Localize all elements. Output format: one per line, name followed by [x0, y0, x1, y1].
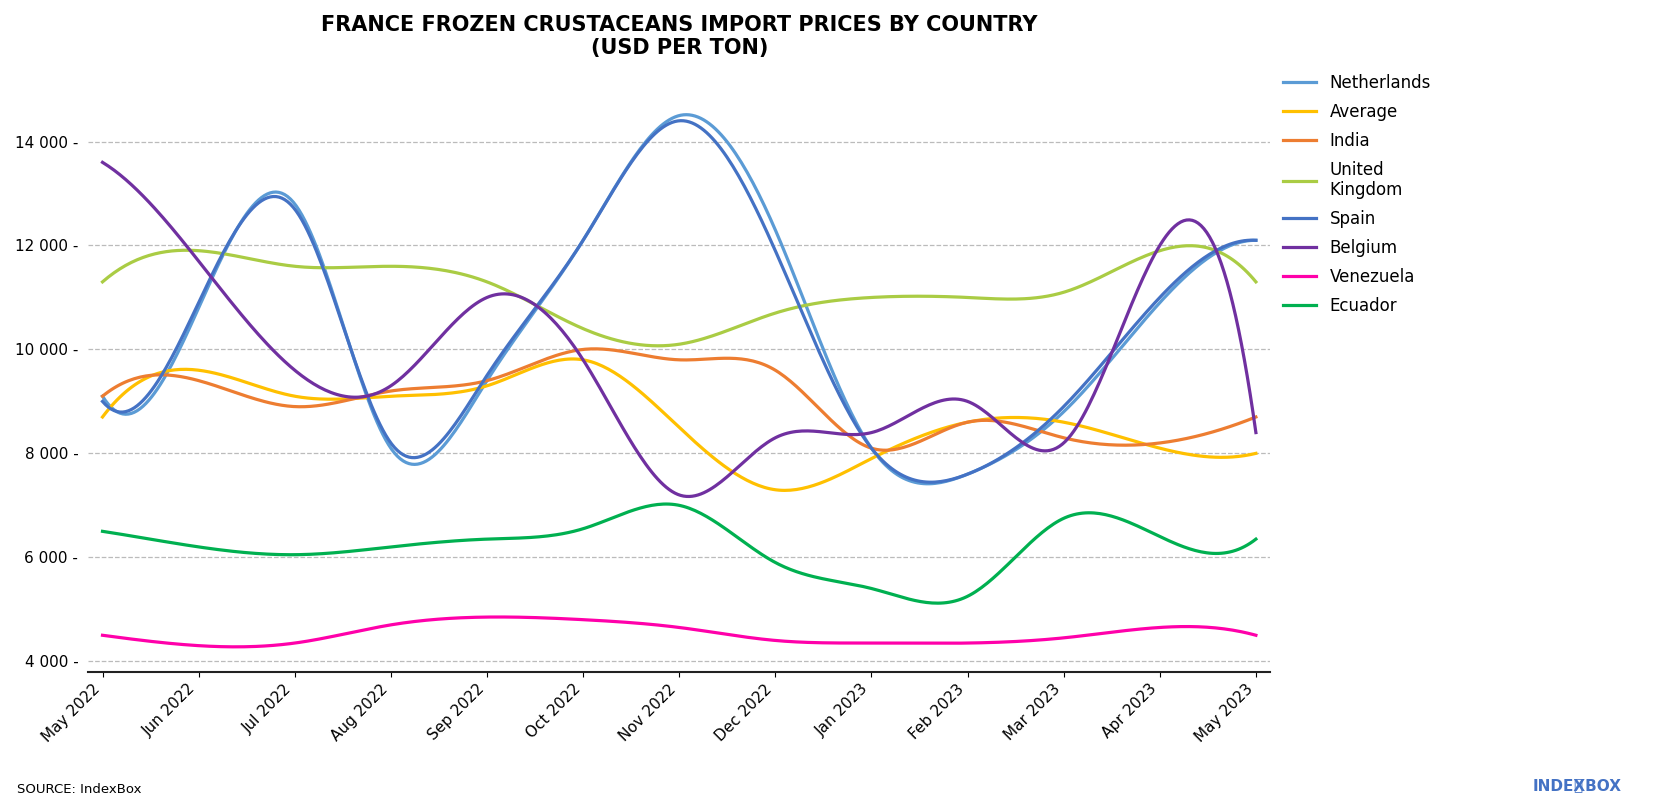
Netherlands — [822, 363, 842, 373]
Netherlands — [92, 391, 113, 401]
Venezuela — [554, 614, 575, 623]
Belgium — [92, 158, 113, 167]
Line: Netherlands: Netherlands — [102, 114, 1257, 484]
Belgium — [679, 492, 699, 502]
Belgium — [232, 310, 252, 319]
Ecuador — [936, 598, 956, 607]
Venezuela — [931, 638, 951, 648]
Average — [1247, 449, 1267, 458]
Average — [92, 412, 113, 422]
United Kingdom — [92, 277, 113, 286]
Line: Spain: Spain — [102, 121, 1257, 482]
Text: INDEXBOX: INDEXBOX — [1532, 778, 1621, 794]
Line: Ecuador: Ecuador — [102, 504, 1257, 603]
Belgium — [1247, 428, 1267, 438]
Venezuela — [92, 630, 113, 640]
Ecuador — [657, 499, 677, 509]
United Kingdom — [934, 292, 954, 302]
Belgium — [822, 428, 842, 438]
India — [469, 378, 489, 387]
Netherlands — [931, 478, 951, 487]
United Kingdom — [927, 292, 948, 302]
United Kingdom — [232, 252, 252, 262]
Spain — [469, 384, 489, 394]
Line: United Kingdom: United Kingdom — [102, 246, 1257, 346]
Line: Average: Average — [102, 359, 1257, 490]
Average — [774, 486, 795, 495]
Spain — [549, 271, 570, 281]
Legend: Netherlands, Average, India, United
Kingdom, Spain, Belgium, Venezuela, Ecuador: Netherlands, Average, India, United King… — [1277, 67, 1438, 322]
Text: SOURCE: IndexBox: SOURCE: IndexBox — [17, 783, 141, 796]
Average — [936, 422, 956, 432]
Average — [549, 355, 570, 365]
United Kingdom — [469, 274, 489, 283]
India — [1247, 412, 1267, 422]
Venezuela — [1247, 630, 1267, 640]
Venezuela — [936, 638, 956, 648]
Belgium — [549, 322, 570, 332]
India — [936, 425, 956, 434]
India — [232, 390, 252, 399]
Line: Belgium: Belgium — [102, 162, 1257, 497]
Spain — [922, 478, 942, 487]
Ecuador — [549, 530, 570, 539]
Netherlands — [549, 272, 570, 282]
Venezuela — [470, 612, 491, 622]
Venezuela — [823, 638, 843, 648]
United Kingdom — [822, 296, 842, 306]
India — [549, 350, 570, 359]
Spain — [670, 116, 690, 126]
Average — [931, 424, 951, 434]
United Kingdom — [549, 313, 570, 322]
Spain — [1247, 235, 1267, 245]
Line: Venezuela: Venezuela — [102, 617, 1257, 647]
Average — [469, 383, 489, 393]
Average — [232, 376, 252, 386]
Text: 🛒: 🛒 — [1574, 778, 1583, 794]
Ecuador — [232, 547, 252, 557]
Ecuador — [927, 598, 948, 608]
India — [585, 344, 605, 354]
Belgium — [927, 397, 948, 406]
United Kingdom — [1179, 241, 1200, 250]
Venezuela — [489, 612, 509, 622]
Netherlands — [919, 479, 939, 489]
Spain — [936, 476, 956, 486]
Average — [823, 473, 843, 482]
India — [931, 427, 951, 437]
Line: India: India — [102, 349, 1257, 450]
Ecuador — [469, 534, 489, 544]
Ecuador — [1247, 534, 1267, 544]
Ecuador — [931, 598, 951, 608]
India — [822, 415, 842, 425]
Venezuela — [225, 642, 245, 652]
Belgium — [934, 395, 954, 405]
Netherlands — [677, 110, 697, 119]
Netherlands — [1247, 235, 1267, 245]
Average — [563, 354, 583, 364]
Ecuador — [92, 526, 113, 536]
United Kingdom — [1247, 277, 1267, 286]
Spain — [232, 218, 252, 227]
India — [92, 391, 113, 401]
Netherlands — [936, 477, 956, 486]
Spain — [931, 477, 951, 486]
Ecuador — [822, 575, 842, 585]
India — [875, 446, 895, 455]
Title: FRANCE FROZEN CRUSTACEANS IMPORT PRICES BY COUNTRY
(USD PER TON): FRANCE FROZEN CRUSTACEANS IMPORT PRICES … — [321, 15, 1038, 58]
Spain — [822, 373, 842, 382]
United Kingdom — [647, 341, 667, 350]
Venezuela — [234, 642, 254, 651]
Spain — [92, 397, 113, 406]
Netherlands — [469, 390, 489, 399]
Belgium — [469, 298, 489, 307]
Netherlands — [232, 217, 252, 226]
